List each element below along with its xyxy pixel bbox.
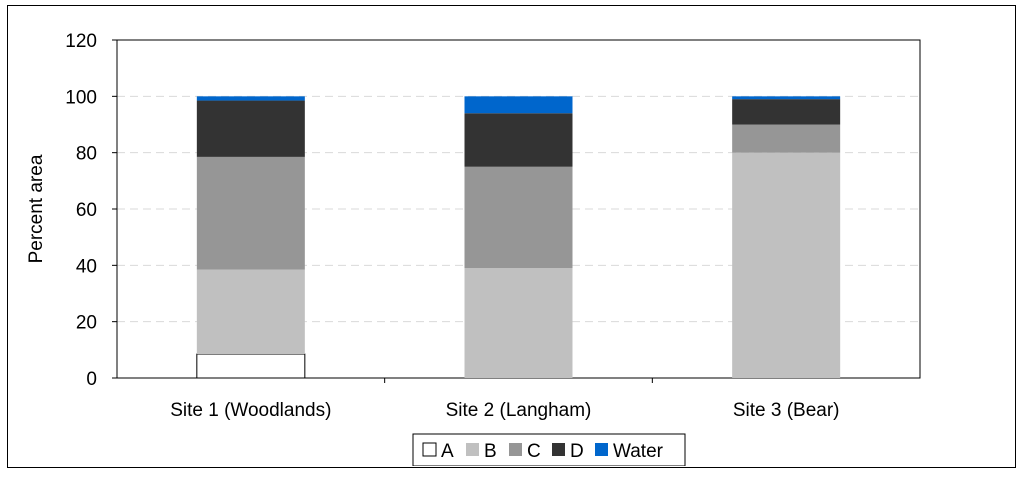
x-axis-ticks: Site 1 (Woodlands) Site 2 (Langham) Site 3… [170,378,839,421]
y-tick-label: 120 [65,31,97,52]
legend-label-b: B [484,441,497,462]
bar-segment-water [196,96,305,101]
y-axis-ticks: 0 20 40 60 80 100 120 [65,31,117,390]
bar-segment-d [464,113,573,167]
y-tick-label: 20 [76,313,97,334]
y-tick-label: 80 [76,144,97,165]
legend: A B C D Water [412,433,686,467]
bar-segment-b [464,268,573,378]
x-tick-label: Site 3 (Bear) [733,400,840,421]
bar-segment-water [464,96,573,114]
legend-swatch-d [552,443,565,456]
y-tick-label: 40 [76,256,97,277]
legend-swatch-a [422,442,437,457]
y-tick-label: 60 [76,200,97,221]
bar-segment-b [732,152,841,378]
legend-label-a: A [441,441,454,462]
legend-label-c: C [527,441,541,462]
x-tick-label: Site 2 (Langham) [446,400,592,421]
bar-segment-b [196,269,305,355]
bar-segment-d [196,100,305,157]
legend-label-d: D [570,441,584,462]
bar-segment-water [732,96,841,100]
legend-label-water: Water [613,441,664,462]
bar-segment-c [732,124,841,153]
bar-segment-a [196,353,306,379]
bar-segment-c [464,166,573,269]
legend-swatch-water [595,443,608,456]
bar-segment-c [196,156,305,270]
chart-frame: 0 20 40 60 80 100 120 Site 1 (Woodlands) Site 2… [7,5,1016,468]
y-tick-label: 100 [65,87,97,108]
stacked-bar-chart: 0 20 40 60 80 100 120 Site 1 (Woodlands) Site 2… [26,31,921,467]
legend-swatch-b [466,443,479,456]
y-tick-label: 0 [86,369,97,390]
y-axis-label: Percent area [26,154,47,263]
x-tick-label: Site 1 (Woodlands) [170,400,331,421]
bars [196,96,841,379]
legend-swatch-c [509,443,522,456]
bar-segment-d [732,99,841,125]
legend-box [412,433,686,467]
